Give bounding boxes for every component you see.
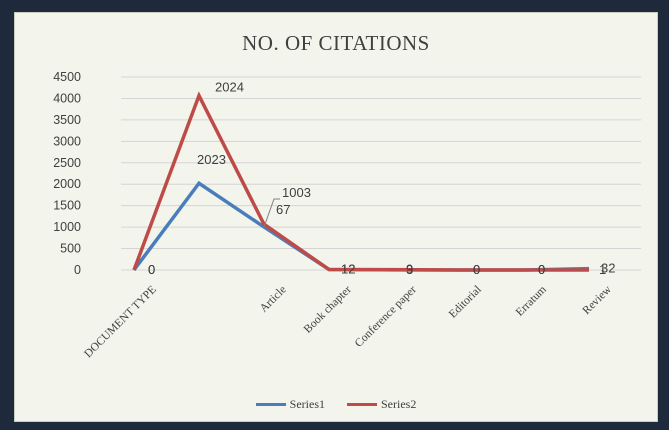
y-tick-label: 2000 bbox=[53, 177, 81, 191]
data-label: 12 bbox=[341, 261, 355, 276]
series-line-2 bbox=[132, 91, 590, 272]
legend: Series1 Series2 bbox=[15, 397, 657, 412]
y-tick-label: 3000 bbox=[53, 134, 81, 148]
data-label: 0 bbox=[538, 262, 545, 277]
y-tick-label: 1500 bbox=[53, 199, 81, 213]
y-tick-label: 500 bbox=[60, 242, 81, 256]
x-tick-label: Conference paper bbox=[353, 284, 419, 350]
data-label: 2023 bbox=[197, 152, 226, 167]
x-tick-label: Article bbox=[258, 284, 289, 315]
chart-svg: 050010001500200025003000350040004500DOCU… bbox=[53, 70, 641, 361]
y-tick-label: 2500 bbox=[53, 156, 81, 170]
y-tick-label: 4500 bbox=[53, 70, 81, 84]
legend-swatch-series1 bbox=[255, 403, 286, 406]
data-label: 9 bbox=[406, 262, 413, 277]
x-tick-label: Book chapter bbox=[302, 284, 354, 336]
data-label: 1003 bbox=[282, 185, 311, 200]
y-tick-label: 4000 bbox=[53, 91, 81, 105]
data-label: 0 bbox=[538, 262, 545, 277]
y-tick-label: 3500 bbox=[53, 113, 81, 127]
data-label: 0 bbox=[148, 262, 155, 277]
y-tick-label: 0 bbox=[74, 263, 81, 277]
data-label: 1 bbox=[599, 262, 606, 277]
x-tick-label: DOCUMENT TYPE bbox=[82, 284, 159, 361]
data-label: 2024 bbox=[215, 80, 244, 95]
legend-item-series1: Series1 bbox=[255, 397, 325, 412]
legend-swatch-series2 bbox=[347, 403, 377, 406]
data-label: 67 bbox=[276, 202, 290, 217]
x-tick-label: Review bbox=[581, 283, 615, 317]
y-tick-label: 1000 bbox=[53, 220, 81, 234]
data-label: 32 bbox=[601, 261, 615, 276]
legend-label-series1: Series1 bbox=[289, 397, 325, 411]
label-leader-line bbox=[263, 198, 280, 228]
data-label: 0 bbox=[473, 262, 480, 277]
data-label: 0 bbox=[148, 262, 155, 277]
legend-item-series2: Series2 bbox=[347, 397, 416, 412]
x-tick-label: Editorial bbox=[447, 284, 484, 321]
chart-panel: NO. OF CITATIONS 0 500 1000 1500 2000 2500 300… bbox=[14, 12, 658, 422]
data-label: 12 bbox=[341, 261, 355, 276]
data-label: 3 bbox=[406, 262, 413, 277]
x-tick-label: Erratum bbox=[514, 284, 549, 319]
legend-label-series2: Series2 bbox=[381, 397, 417, 411]
chart-title: NO. OF CITATIONS bbox=[242, 31, 430, 55]
data-label: 0 bbox=[473, 262, 480, 277]
